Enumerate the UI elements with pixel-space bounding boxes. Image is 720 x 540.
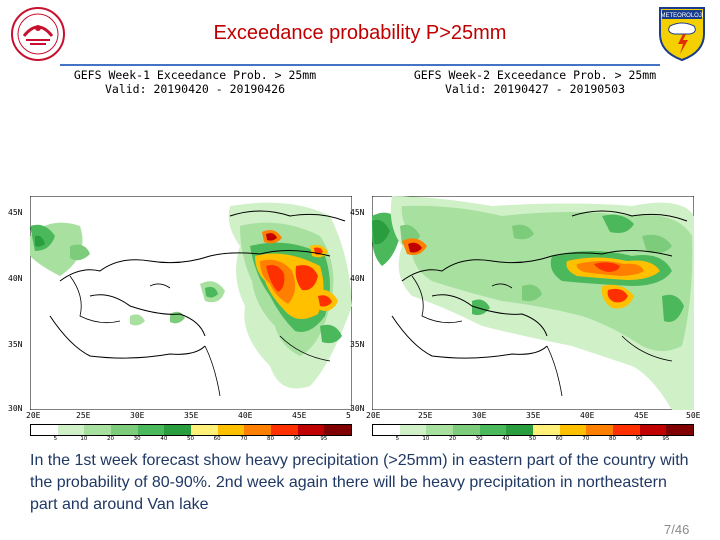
legend-swatch xyxy=(111,425,138,435)
legend-value: 80 xyxy=(609,436,616,442)
logo-text: METEOROLOJİ xyxy=(660,12,703,19)
legend-value: 40 xyxy=(160,436,168,442)
map2-lon-label: 35E xyxy=(526,411,541,420)
map2-lon-label: 20E xyxy=(366,411,381,420)
legend-value: 70 xyxy=(240,436,248,442)
legend-value: 20 xyxy=(107,436,114,442)
map2-header: GEFS Week-2 Exceedance Prob. > 25mm Vali… xyxy=(370,68,700,96)
map2-header-valid: Valid: 20190427 - 20190503 xyxy=(444,82,625,96)
legend-value: 95 xyxy=(320,436,328,442)
legend-value: 90 xyxy=(635,436,643,442)
map1-header-valid: Valid: 20190420 - 20190426 xyxy=(104,82,285,96)
legend-swatch xyxy=(191,425,218,435)
legend-swatch xyxy=(399,425,427,435)
legend-swatch xyxy=(559,425,587,435)
map2-lon-label: 45E xyxy=(634,411,649,420)
legend-value: 40 xyxy=(502,436,510,442)
legend-value: 10 xyxy=(422,436,430,442)
university-logo xyxy=(10,6,66,62)
legend-swatch xyxy=(31,425,58,435)
map1-lat-35n: 35N xyxy=(8,340,23,349)
legend-value: 30 xyxy=(475,436,483,442)
map2-lat-40n: 40N xyxy=(350,274,365,283)
map2-header-title: GEFS Week-2 Exceedance Prob. > 25mm xyxy=(413,68,657,82)
map2-lon-label: 30E xyxy=(472,411,487,420)
legend-swatch xyxy=(297,425,325,435)
map2-lon-label: 40E xyxy=(580,411,595,420)
legend-swatch xyxy=(479,425,507,435)
title-divider xyxy=(60,64,660,66)
legend-swatch xyxy=(373,425,400,435)
map1-lat-30n: 30N xyxy=(8,404,23,413)
map2-lon-label: 50E xyxy=(686,411,701,420)
map1-legend xyxy=(30,424,352,436)
map2-lon-label: 25E xyxy=(418,411,433,420)
legend-value: 90 xyxy=(293,436,301,442)
legend-value: 5 xyxy=(395,436,400,442)
legend-swatch xyxy=(666,425,694,435)
map1-lon-label: 45E xyxy=(292,411,307,420)
map2-lat-30n: 30N xyxy=(350,404,365,413)
map2-legend xyxy=(372,424,694,436)
map2-lat-45n: 45N xyxy=(350,208,365,217)
legend-value: 10 xyxy=(80,436,88,442)
university-seal-icon xyxy=(11,7,65,61)
legend-swatch xyxy=(324,425,352,435)
map1-lon-label: 20E xyxy=(26,411,41,420)
map1-lat-45n: 45N xyxy=(8,208,23,217)
legend-value: 5 xyxy=(53,436,58,442)
map1-lon-label: 25E xyxy=(76,411,91,420)
map1-header: GEFS Week-1 Exceedance Prob. > 25mm Vali… xyxy=(30,68,360,96)
map2-field xyxy=(372,196,694,410)
map1-header-title: GEFS Week-1 Exceedance Prob. > 25mm xyxy=(73,68,317,82)
map2-lat-35n: 35N xyxy=(350,340,365,349)
legend-swatch xyxy=(639,425,667,435)
legend-swatch xyxy=(426,425,454,435)
legend-swatch xyxy=(453,425,480,435)
legend-swatch xyxy=(244,425,272,435)
page-title: Exceedance probability P>25mm xyxy=(213,22,507,44)
map1-lat-40n: 40N xyxy=(8,274,23,283)
meteoroloji-logo: METEOROLOJİ xyxy=(656,4,708,62)
legend-value: 60 xyxy=(555,436,563,442)
legend-value: 30 xyxy=(133,436,141,442)
legend-value: 60 xyxy=(213,436,221,442)
legend-value: 50 xyxy=(529,436,536,442)
map1-lon-label: 5 xyxy=(346,411,351,420)
page-number: 7/46 xyxy=(664,522,690,537)
legend-swatch xyxy=(533,425,560,435)
legend-swatch xyxy=(137,425,165,435)
map1-lon-label: 30E xyxy=(130,411,145,420)
legend-swatch xyxy=(506,425,534,435)
slide-caption: In the 1st week forecast show heavy prec… xyxy=(30,452,689,513)
legend-swatch xyxy=(217,425,245,435)
legend-value: 95 xyxy=(662,436,670,442)
legend-swatch xyxy=(57,425,85,435)
legend-value: 50 xyxy=(187,436,194,442)
legend-swatch xyxy=(613,425,640,435)
legend-value: 80 xyxy=(267,436,274,442)
map1-panel xyxy=(30,196,352,410)
legend-value: 70 xyxy=(582,436,590,442)
meteorology-shield-icon: METEOROLOJİ xyxy=(659,7,705,62)
legend-swatch xyxy=(586,425,614,435)
map1-lon-label: 40E xyxy=(238,411,253,420)
legend-swatch xyxy=(271,425,298,435)
legend-value: 20 xyxy=(449,436,456,442)
legend-swatch xyxy=(164,425,192,435)
map1-field xyxy=(30,196,352,410)
map1-lon-label: 35E xyxy=(184,411,199,420)
map2-panel xyxy=(372,196,694,410)
legend-swatch xyxy=(84,425,112,435)
